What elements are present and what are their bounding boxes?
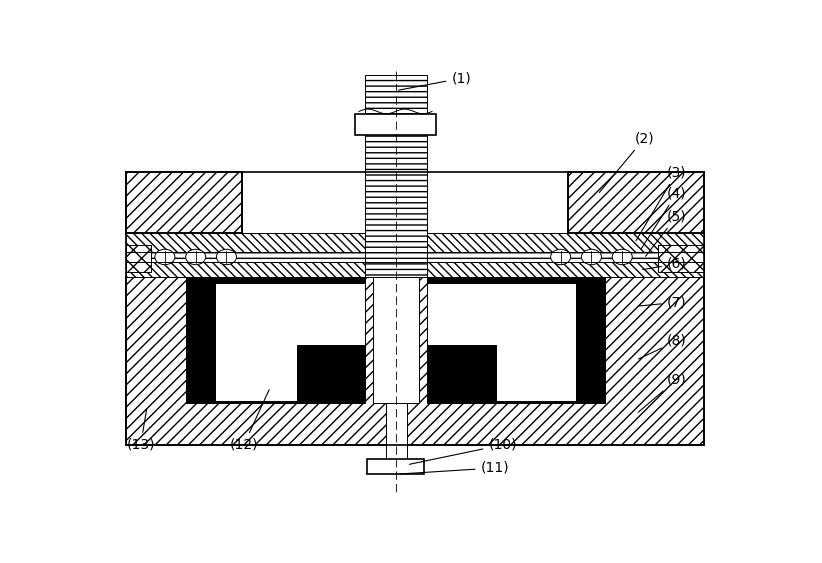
Ellipse shape: [186, 249, 206, 265]
Text: (13): (13): [127, 409, 155, 452]
Bar: [127, 245, 151, 271]
Bar: [658, 245, 704, 271]
Text: (12): (12): [229, 390, 269, 452]
Text: (3): (3): [636, 166, 686, 241]
Ellipse shape: [155, 249, 175, 265]
Text: (7): (7): [639, 296, 686, 310]
Text: (4): (4): [641, 186, 686, 248]
Ellipse shape: [581, 249, 602, 265]
Bar: [365, 75, 427, 277]
Bar: [568, 172, 704, 233]
Text: (10): (10): [409, 438, 517, 464]
Bar: [355, 114, 436, 135]
Text: (2): (2): [599, 131, 654, 193]
Bar: [127, 172, 242, 233]
Polygon shape: [427, 277, 605, 403]
Text: (1): (1): [399, 72, 471, 90]
Ellipse shape: [612, 249, 632, 265]
Polygon shape: [186, 277, 365, 403]
Text: (11): (11): [400, 461, 509, 475]
Text: (9): (9): [638, 372, 686, 412]
Ellipse shape: [216, 249, 237, 265]
Bar: [127, 262, 704, 277]
Bar: [127, 277, 704, 445]
Bar: [367, 459, 424, 474]
Bar: [127, 252, 704, 262]
Polygon shape: [215, 283, 365, 401]
Text: (6): (6): [643, 257, 686, 271]
Bar: [386, 403, 407, 459]
Bar: [127, 233, 704, 252]
Bar: [372, 277, 419, 403]
Ellipse shape: [551, 249, 570, 265]
Text: (8): (8): [639, 334, 686, 359]
Polygon shape: [427, 283, 576, 401]
Text: (5): (5): [645, 209, 686, 256]
